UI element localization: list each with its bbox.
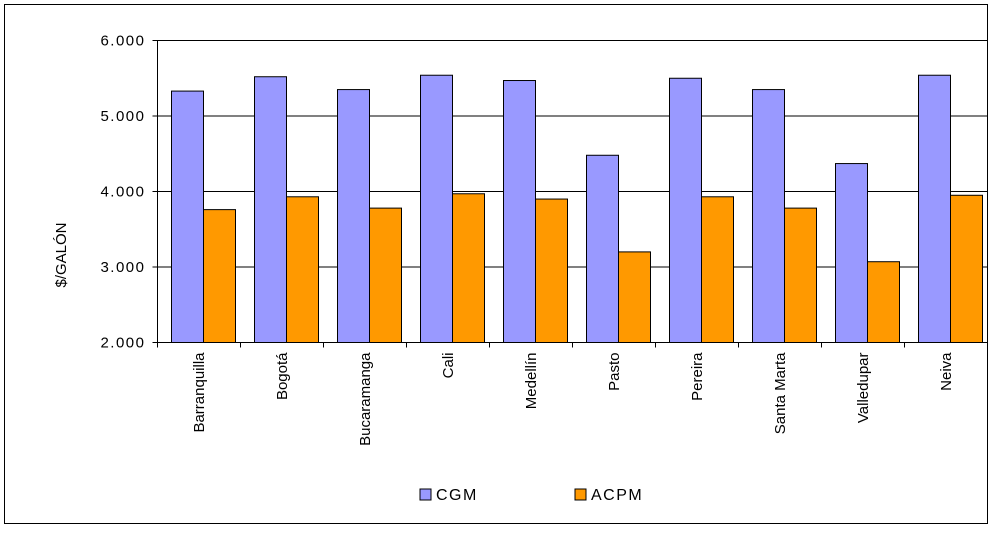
bar-acpm-1: [286, 196, 319, 343]
bar-cgm-6: [669, 77, 702, 343]
y-tick-label: 4.000: [100, 184, 145, 201]
y-tick-label: 6.000: [100, 33, 145, 50]
bar-cgm-3: [420, 74, 453, 343]
x-tick-label: Pasto: [606, 353, 623, 391]
bar-acpm-7: [784, 207, 817, 343]
legend-swatch-cgm: [419, 488, 432, 501]
y-tick-label: 3.000: [100, 259, 145, 276]
bar-cgm-2: [337, 89, 370, 343]
bar-acpm-4: [535, 198, 568, 343]
bar-cgm-1: [254, 76, 287, 344]
x-tick-label: Cali: [440, 353, 457, 379]
bar-acpm-6: [701, 196, 734, 343]
legend-swatch-acpm: [574, 488, 587, 501]
legend-label-cgm: CGM: [436, 487, 478, 504]
bar-cgm-7: [752, 89, 785, 343]
x-tick-label: Barranquilla: [191, 352, 208, 433]
bar-acpm-3: [452, 193, 485, 343]
bar-acpm-5: [618, 251, 651, 343]
legend-label-acpm: ACPM: [591, 487, 643, 504]
x-tick-label: Santa Marta: [772, 352, 789, 434]
y-axis-label: $/GALÓN: [53, 222, 70, 287]
y-tick-label: 2.000: [100, 335, 145, 352]
bar-cgm-0: [171, 90, 204, 343]
bar-acpm-2: [369, 207, 402, 343]
legend: CGM ACPM: [419, 487, 643, 504]
x-axis-ticks: Barranquilla Bogotá Bucaramanga Cali Medellí…: [157, 342, 988, 446]
bar-cgm-8: [835, 163, 868, 343]
bar-cgm-9: [918, 74, 951, 343]
bar-acpm-9: [950, 194, 983, 343]
y-axis-ticks: 2.000 3.000 4.000 5.000 6.000: [100, 33, 158, 352]
bar-cgm-4: [503, 80, 536, 343]
bar-acpm-8: [867, 261, 900, 343]
bar-acpm-0: [203, 209, 236, 343]
x-tick-label: Bucaramanga: [357, 352, 374, 446]
x-tick-label: Bogotá: [274, 352, 291, 400]
bars: [171, 74, 983, 344]
x-tick-label: Valledupar: [855, 352, 872, 423]
x-tick-label: Neiva: [938, 352, 955, 391]
x-tick-label: Medellín: [523, 353, 540, 410]
bar-cgm-5: [586, 154, 619, 343]
y-tick-label: 5.000: [100, 108, 145, 125]
x-tick-label: Pereira: [689, 352, 706, 401]
